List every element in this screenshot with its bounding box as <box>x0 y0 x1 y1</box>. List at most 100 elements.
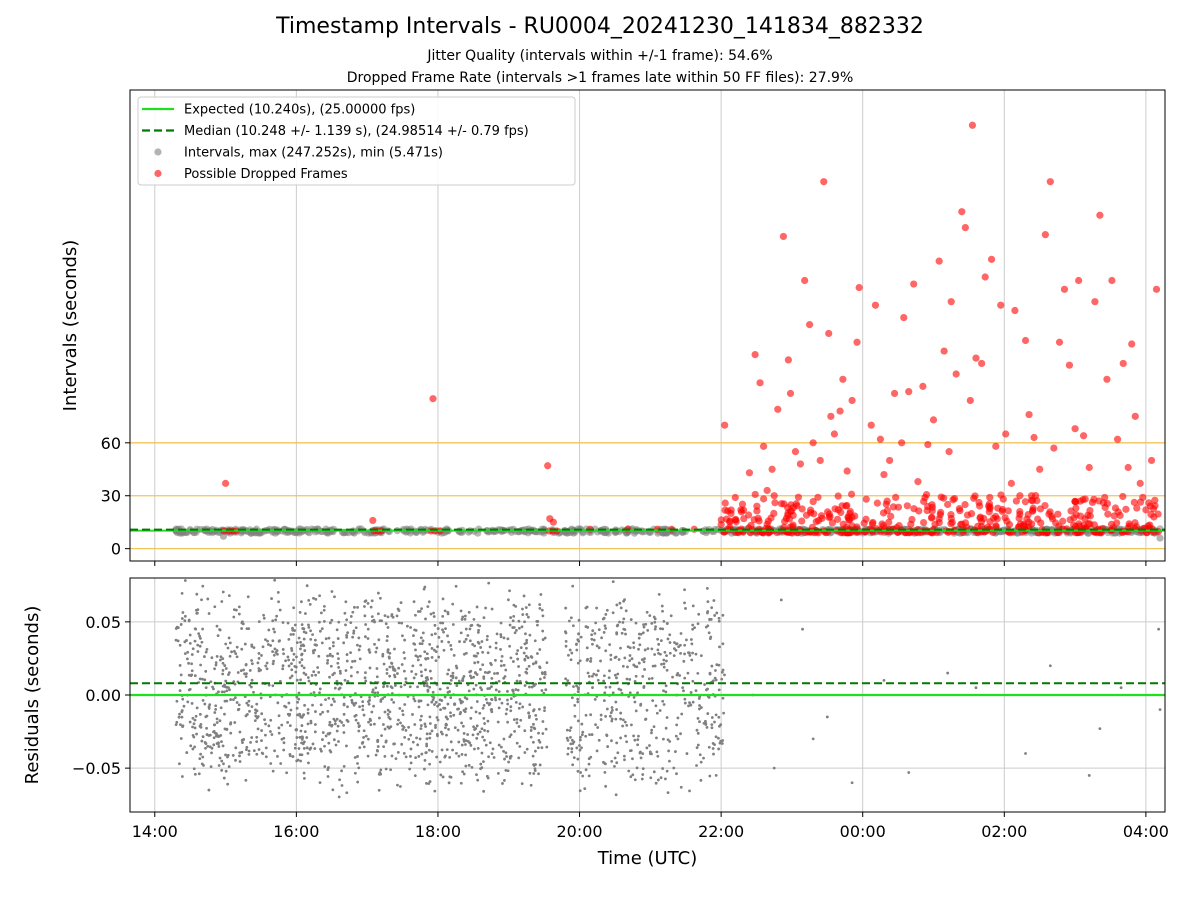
residual-point <box>603 761 607 765</box>
residual-point <box>543 676 546 679</box>
residual-point <box>392 742 396 746</box>
dropped-frame-point <box>843 467 851 475</box>
residual-point <box>517 725 521 728</box>
residual-point <box>460 743 464 747</box>
residual-point <box>327 741 331 745</box>
residual-point <box>662 703 666 706</box>
residual-point <box>565 736 569 740</box>
dropped-frame-point <box>751 490 759 499</box>
dropped-frame-point <box>1149 505 1158 513</box>
residual-point <box>593 698 597 701</box>
residual-point <box>615 708 619 711</box>
chart-subtitle-jitter: Jitter Quality (intervals within +/-1 fr… <box>427 48 773 64</box>
residual-point <box>243 642 247 646</box>
residual-point <box>353 605 356 609</box>
residual-point <box>687 704 690 708</box>
dropped-frame-point <box>890 389 899 398</box>
residual-point <box>474 727 478 730</box>
residual-point <box>504 769 508 772</box>
dropped-frame-point <box>1060 285 1069 293</box>
residual-point <box>250 644 254 648</box>
residual-point <box>570 738 574 742</box>
residual-point <box>522 651 526 655</box>
residual-point <box>302 666 306 670</box>
residual-point <box>212 736 216 740</box>
residual-point <box>589 659 593 663</box>
residual-point <box>276 701 280 705</box>
residual-point <box>654 781 658 785</box>
residual-point <box>302 713 306 717</box>
residual-point <box>440 748 444 752</box>
residual-point <box>314 597 318 601</box>
dropped-frame-point <box>961 501 969 509</box>
dropped-frame-point <box>958 208 966 216</box>
residual-point <box>369 719 373 722</box>
residual-point <box>679 785 683 789</box>
dropped-frame-point <box>1124 463 1132 472</box>
residual-point <box>401 709 404 713</box>
residual-point <box>442 648 446 652</box>
residual-point <box>271 650 274 654</box>
residual-point <box>568 729 572 732</box>
residual-point <box>529 735 533 739</box>
residual-point <box>499 648 502 651</box>
residual-point <box>462 732 466 735</box>
residual-point <box>388 674 392 678</box>
dropped-frame-point <box>1028 507 1037 515</box>
residual-point <box>270 733 274 736</box>
residual-point <box>302 637 306 641</box>
residual-point <box>486 634 489 638</box>
dropped-frame-point <box>770 509 778 518</box>
residual-point <box>248 683 252 687</box>
residual-point <box>449 740 453 744</box>
residual-point <box>686 671 690 675</box>
residual-point <box>449 678 453 682</box>
residual-point <box>232 608 236 612</box>
residual-point <box>569 616 573 620</box>
residual-point <box>396 672 399 675</box>
residual-point <box>602 699 606 703</box>
dropped-frame-point <box>940 347 948 355</box>
residual-point <box>386 635 389 638</box>
residual-point <box>490 710 494 714</box>
residual-point <box>361 708 365 712</box>
residual-point <box>473 747 476 751</box>
dropped-frame-point <box>961 223 969 232</box>
residual-point <box>357 729 361 733</box>
residual-point <box>206 597 210 601</box>
residual-point <box>668 740 672 743</box>
residual-point <box>385 639 389 643</box>
residual-point <box>569 742 573 746</box>
residual-point <box>486 651 490 655</box>
residual-point <box>417 754 421 758</box>
residual-point <box>508 755 512 759</box>
residual-point <box>650 621 654 625</box>
x-tick-label: 18:00 <box>415 822 461 841</box>
residual-point <box>314 673 318 677</box>
dropped-frame-point <box>848 522 856 530</box>
dropped-frame-point <box>1033 497 1041 505</box>
residual-point <box>263 718 266 722</box>
residual-point <box>676 737 680 741</box>
dropped-frame-point <box>816 456 824 465</box>
residual-point <box>451 623 455 626</box>
residual-point <box>299 715 303 719</box>
dropped-frame-point <box>221 479 230 487</box>
residual-point <box>277 600 280 604</box>
residual-point <box>570 750 574 754</box>
residual-point <box>342 641 346 645</box>
residual-point <box>487 581 491 585</box>
residual-point <box>633 738 637 742</box>
residual-point <box>438 703 441 706</box>
residual-point <box>403 656 407 660</box>
residual-point <box>631 773 635 777</box>
residual-point <box>625 723 629 727</box>
residual-point <box>254 714 258 718</box>
residual-point <box>209 765 213 769</box>
residual-point <box>181 724 185 728</box>
residual-point <box>720 670 724 674</box>
residual-point <box>654 704 658 708</box>
residual-point <box>191 647 195 651</box>
residual-point <box>529 783 533 787</box>
dropped-frame-point <box>880 470 888 479</box>
